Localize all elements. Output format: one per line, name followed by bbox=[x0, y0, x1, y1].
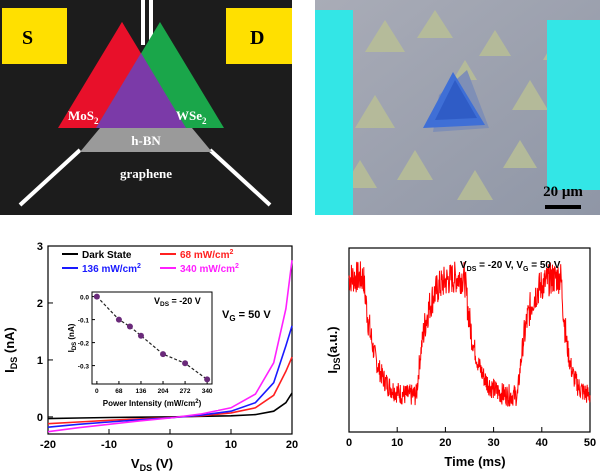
tr-y-axis-label: IDS(a.u.) bbox=[325, 326, 342, 373]
scale-bar-label: 20 μm bbox=[543, 184, 583, 200]
flake-tri bbox=[355, 95, 395, 128]
iv-series-line bbox=[47, 260, 293, 433]
iv-x-tick-label: 10 bbox=[225, 439, 237, 451]
iv-legend-label: 136 mW/cm2 bbox=[82, 263, 141, 275]
iv-y-tick-label: 1 bbox=[37, 355, 43, 367]
flake-tri bbox=[503, 140, 537, 168]
inset-y-tick-label: -0.2 bbox=[78, 341, 90, 348]
tr-x-tick-label: 0 bbox=[346, 437, 352, 449]
overlap-region bbox=[96, 53, 186, 128]
inset-point bbox=[115, 316, 122, 323]
iv-gate-annotation: VG = 50 V bbox=[222, 309, 271, 323]
tr-signal-line bbox=[348, 261, 591, 407]
inset-point bbox=[160, 351, 167, 358]
iv-chart: -20 -10 0 10 20 0 1 2 3 Dark State 68 mW/cm2 136 mW… bbox=[2, 241, 298, 472]
hbn-layer bbox=[80, 128, 212, 152]
tr-frame bbox=[348, 247, 591, 433]
tr-x-tick-label: 30 bbox=[487, 437, 499, 449]
iv-x-tick-label: -20 bbox=[40, 439, 56, 451]
iv-series-line bbox=[47, 325, 293, 428]
graphene-lead-left bbox=[18, 148, 82, 207]
hbn-label: h-BN bbox=[131, 133, 161, 148]
tr-x-axis-label: Time (ms) bbox=[444, 454, 505, 469]
iv-x-axis-label: VDS (V) bbox=[131, 456, 173, 472]
mos2-label: MoS2 bbox=[68, 108, 99, 126]
tr-x-tick-label: 40 bbox=[536, 437, 548, 449]
right-electrode bbox=[547, 20, 600, 190]
drain-label: D bbox=[250, 27, 264, 49]
inset-background bbox=[62, 284, 218, 410]
inset-point bbox=[204, 376, 211, 383]
scale-bar bbox=[545, 205, 581, 209]
overlap-flake bbox=[435, 80, 477, 120]
inset-x-tick-label: 68 bbox=[115, 388, 123, 395]
source-electrode bbox=[2, 8, 67, 64]
inset-y-tick-label: 0.0 bbox=[80, 295, 89, 302]
inset-x-tick-label: 204 bbox=[158, 388, 169, 395]
optical-micrograph: 20 μm bbox=[315, 0, 600, 215]
iv-legend-label: 68 mW/cm2 bbox=[180, 249, 233, 261]
flake-tri bbox=[479, 30, 511, 56]
graphene-label: graphene bbox=[120, 166, 172, 181]
flake-tri bbox=[453, 60, 477, 80]
wse2-label: WSe2 bbox=[176, 108, 207, 126]
graphene-lead-right bbox=[208, 148, 272, 207]
iv-x-tick-label: 20 bbox=[286, 439, 298, 451]
iv-y-tick-label: 3 bbox=[37, 241, 43, 253]
left-electrode bbox=[315, 10, 353, 215]
flake-tri bbox=[512, 80, 548, 110]
iv-y-tick-label: 0 bbox=[37, 412, 43, 424]
inset-y-tick-label: -0.3 bbox=[78, 364, 90, 371]
iv-legend-label: Dark State bbox=[82, 250, 132, 261]
tr-x-tick-label: 20 bbox=[439, 437, 451, 449]
iv-y-tick-label: 2 bbox=[37, 298, 43, 310]
flake-tri bbox=[417, 10, 453, 38]
inset-x-tick-label: 0 bbox=[95, 388, 99, 395]
inset-x-tick-label: 272 bbox=[180, 388, 191, 395]
inset-point bbox=[126, 323, 133, 330]
tr-x-tick-label: 10 bbox=[391, 437, 403, 449]
iv-y-axis-label: IDS (nA) bbox=[2, 327, 19, 373]
flake-tri bbox=[397, 150, 433, 180]
inset-y-tick-label: -0.1 bbox=[78, 318, 90, 325]
iv-x-tick-label: -10 bbox=[101, 439, 117, 451]
wse2-triangle-flakes bbox=[343, 10, 567, 200]
source-label: S bbox=[22, 27, 33, 49]
iv-plot-area: -20 -10 0 10 20 0 1 2 3 Dark State 68 mW/cm2 136 mW… bbox=[37, 241, 298, 451]
inset-point bbox=[137, 332, 144, 339]
inset-x-tick-label: 340 bbox=[202, 388, 213, 395]
time-response-chart: 0 10 20 30 40 50 Time (ms) IDS(a.u.) VDS = -2… bbox=[325, 247, 596, 469]
inset-y-axis-label: IDS (nA) bbox=[67, 323, 78, 352]
drain-electrode bbox=[226, 8, 292, 64]
time-response-plot-area: 0 10 20 30 40 50 bbox=[346, 247, 596, 449]
iv-legend-label: 340 mW/cm2 bbox=[180, 263, 239, 275]
inset-point bbox=[182, 360, 189, 367]
tr-bias-annotation: VDS = -20 V, VG = 50 V bbox=[460, 260, 561, 273]
tr-x-tick-label: 50 bbox=[584, 437, 596, 449]
inset-frame bbox=[91, 291, 213, 385]
inset-point bbox=[93, 293, 100, 300]
inset-annotation: VDS = -20 V bbox=[154, 296, 201, 308]
device-schematic: S D MoS2 WSe2 h-BN graphene bbox=[0, 0, 292, 215]
inset-x-axis-label: Power Intensity (mW/cm2) bbox=[103, 399, 202, 408]
mos2-tip bbox=[114, 22, 130, 36]
iv-x-tick-label: 0 bbox=[167, 439, 173, 451]
flake-tri bbox=[365, 20, 405, 52]
flake-tri bbox=[457, 170, 493, 200]
inset-x-tick-label: 136 bbox=[136, 388, 147, 395]
